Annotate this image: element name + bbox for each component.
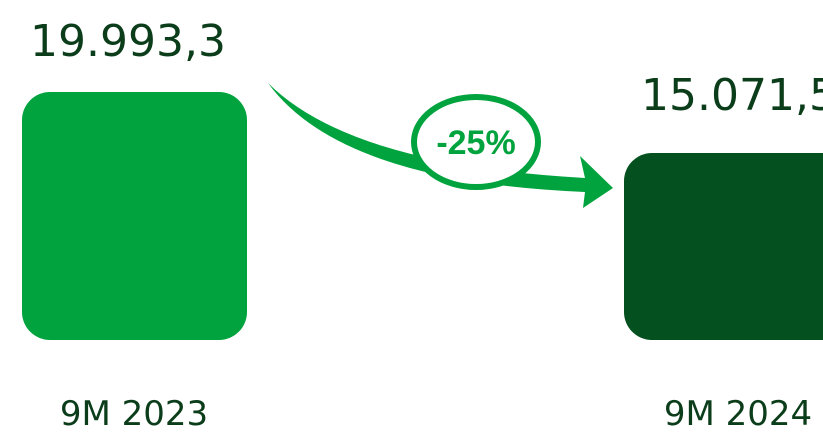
change-badge: -25% bbox=[411, 94, 541, 190]
change-label: -25% bbox=[436, 124, 515, 162]
bar-9m-2024 bbox=[624, 153, 823, 340]
bar-9m-2023 bbox=[22, 92, 247, 340]
value-label-9m-2023: 19.993,3 bbox=[30, 16, 226, 67]
category-label-9m-2024: 9M 2024 bbox=[664, 394, 812, 434]
category-label-9m-2023: 9M 2023 bbox=[60, 394, 208, 434]
value-label-9m-2024: 15.071,5 bbox=[641, 70, 823, 121]
change-arrow bbox=[268, 83, 613, 208]
